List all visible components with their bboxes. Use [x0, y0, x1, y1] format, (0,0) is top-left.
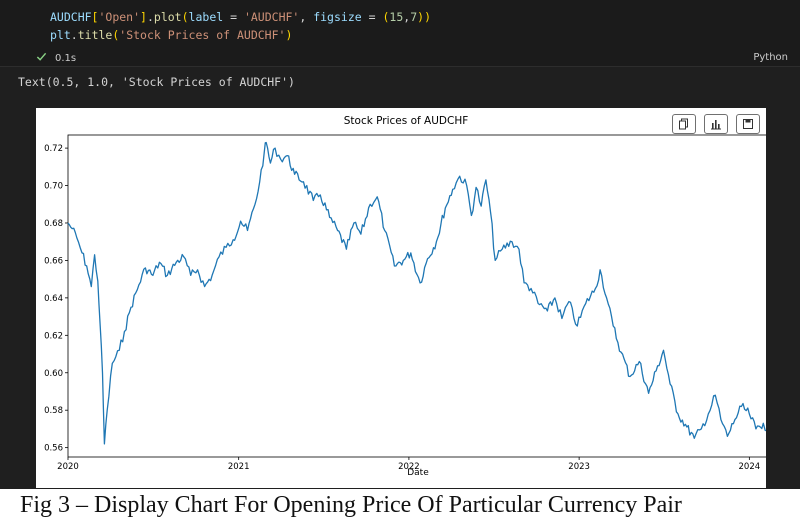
y-tick-label: 0.60	[44, 369, 63, 379]
y-axis: 0.56 0.58 0.60 0.62 0.64 0.66 0.68 0.70 0.72	[44, 144, 68, 454]
plot-output: Stock Prices of AUDCHF 0.56 0.58 0.60 0.62 0…	[36, 108, 769, 488]
x-axis-label: Date	[407, 468, 429, 478]
cell-output-text: Text(0.5, 1.0, 'Stock Prices of AUDCHF')	[18, 75, 295, 89]
code-token: 'Open'	[98, 10, 141, 24]
y-tick-label: 0.58	[44, 406, 63, 416]
code-token: .	[70, 28, 78, 42]
y-tick-label: 0.56	[44, 444, 63, 454]
code-token: plt	[50, 28, 71, 42]
open-chart-button[interactable]	[704, 114, 728, 134]
cell-status: 0.1s	[36, 51, 76, 65]
copy-icon	[679, 118, 688, 130]
x-tick-label: 2022	[398, 462, 420, 472]
code-token: )	[417, 10, 425, 24]
y-tick-label: 0.64	[44, 294, 63, 304]
x-tick-label: 2021	[228, 462, 250, 472]
figure-caption: Fig 3 – Display Chart For Opening Price …	[20, 492, 682, 518]
code-token: )	[424, 10, 431, 24]
language-label[interactable]: Python	[753, 52, 788, 63]
code-token: 'AUDCHF'	[243, 10, 300, 24]
code-token: (	[382, 10, 390, 24]
code-token: AUDCHF	[50, 10, 92, 24]
code-token: =	[361, 10, 383, 24]
y-tick-label: 0.72	[44, 144, 63, 154]
y-tick-label: 0.68	[44, 219, 63, 229]
x-tick-label: 2024	[739, 462, 761, 472]
code-line-2[interactable]: plt.title('Stock Prices of AUDCHF')	[50, 27, 292, 43]
x-tick-label: 2023	[568, 462, 590, 472]
check-icon	[36, 52, 47, 61]
code-token: title	[77, 28, 113, 42]
code-token: figsize	[313, 10, 362, 24]
chart-title: Stock Prices of AUDCHF	[344, 115, 469, 127]
execution-time: 0.1s	[55, 53, 77, 64]
code-token: 7	[410, 10, 418, 24]
chart-icon	[711, 120, 721, 130]
plot-area	[67, 134, 769, 458]
code-token: 15	[389, 10, 404, 24]
x-axis: 2020 2021 2022 2023 2024	[57, 457, 760, 472]
code-line-1[interactable]: AUDCHF['Open'].plot(label = 'AUDCHF', fi…	[50, 9, 431, 25]
code-token: )	[285, 28, 293, 42]
code-token: =	[223, 10, 244, 24]
save-plot-button[interactable]	[736, 114, 760, 134]
save-icon	[743, 119, 753, 129]
code-token: label	[188, 10, 224, 24]
y-tick-label: 0.70	[44, 182, 63, 192]
code-token: ,	[403, 10, 411, 24]
code-token: ]	[140, 10, 147, 24]
code-token: (	[112, 28, 120, 42]
code-token: .	[146, 10, 154, 24]
code-token: (	[181, 10, 189, 24]
series-line-audchf	[67, 141, 768, 445]
plot-toolbar	[672, 114, 760, 134]
code-token: [	[91, 10, 99, 24]
notebook-screen: AUDCHF['Open'].plot(label = 'AUDCHF', fi…	[0, 0, 800, 489]
line-chart: Stock Prices of AUDCHF 0.560.580.600.620…	[44, 115, 769, 478]
code-token: ,	[299, 10, 314, 24]
y-tick-label: 0.62	[44, 331, 63, 341]
code-token: 'Stock Prices of AUDCHF'	[119, 28, 286, 42]
code-token: plot	[153, 10, 182, 24]
copy-plot-button[interactable]	[672, 114, 696, 134]
code-cell[interactable]: AUDCHF['Open'].plot(label = 'AUDCHF', fi…	[0, 0, 800, 67]
y-tick-label: 0.66	[44, 256, 63, 266]
x-tick-label: 2020	[57, 462, 79, 472]
